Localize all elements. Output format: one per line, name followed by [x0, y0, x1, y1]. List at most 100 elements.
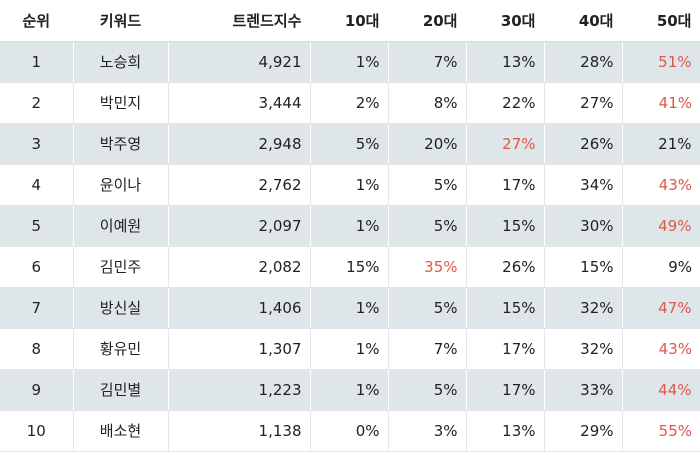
header-age-30s: 30대	[466, 0, 545, 42]
cell-keyword: 박민지	[73, 82, 169, 124]
cell-rank: 9	[0, 369, 74, 411]
cell-age-10s: 1%	[310, 41, 389, 83]
cell-age-50s: 49%	[622, 205, 700, 247]
cell-rank: 3	[0, 123, 74, 165]
cell-trend-index: 4,921	[168, 41, 311, 83]
cell-age-50s: 43%	[622, 164, 700, 206]
cell-age-40s: 33%	[544, 369, 623, 411]
table-row: 10 배소현 1,138 0% 3% 13% 29% 55%	[0, 410, 700, 452]
table-row: 6 김민주 2,082 15% 35% 26% 15% 9%	[0, 246, 700, 288]
cell-age-40s: 29%	[544, 410, 623, 452]
cell-age-50s: 9%	[622, 246, 700, 288]
cell-rank: 1	[0, 41, 74, 83]
cell-age-30s: 26%	[466, 246, 545, 288]
cell-age-10s: 1%	[310, 369, 389, 411]
cell-age-50s: 55%	[622, 410, 700, 452]
cell-keyword: 이예원	[73, 205, 169, 247]
cell-rank: 7	[0, 287, 74, 329]
cell-age-20s: 7%	[388, 328, 467, 370]
cell-trend-index: 3,444	[168, 82, 311, 124]
cell-age-30s: 15%	[466, 287, 545, 329]
cell-keyword: 윤이나	[73, 164, 169, 206]
table-row: 8 황유민 1,307 1% 7% 17% 32% 43%	[0, 328, 700, 370]
cell-trend-index: 1,406	[168, 287, 311, 329]
cell-keyword: 박주영	[73, 123, 169, 165]
cell-age-50s: 43%	[622, 328, 700, 370]
table-row: 5 이예원 2,097 1% 5% 15% 30% 49%	[0, 205, 700, 247]
header-age-10s: 10대	[310, 0, 389, 42]
cell-age-20s: 5%	[388, 205, 467, 247]
cell-trend-index: 1,138	[168, 410, 311, 452]
cell-age-40s: 15%	[544, 246, 623, 288]
cell-rank: 10	[0, 410, 74, 452]
header-keyword: 키워드	[73, 0, 169, 42]
cell-age-10s: 1%	[310, 287, 389, 329]
cell-age-10s: 1%	[310, 328, 389, 370]
cell-age-30s: 13%	[466, 41, 545, 83]
cell-age-40s: 30%	[544, 205, 623, 247]
cell-trend-index: 2,762	[168, 164, 311, 206]
cell-age-10s: 2%	[310, 82, 389, 124]
table-row: 9 김민별 1,223 1% 5% 17% 33% 44%	[0, 369, 700, 411]
cell-trend-index: 2,082	[168, 246, 311, 288]
cell-age-30s: 17%	[466, 328, 545, 370]
cell-rank: 6	[0, 246, 74, 288]
header-age-40s: 40대	[544, 0, 623, 42]
cell-age-20s: 3%	[388, 410, 467, 452]
cell-age-40s: 28%	[544, 41, 623, 83]
cell-keyword: 김민별	[73, 369, 169, 411]
cell-keyword: 황유민	[73, 328, 169, 370]
cell-age-50s: 51%	[622, 41, 700, 83]
header-trend-index: 트렌드지수	[168, 0, 311, 42]
cell-age-50s: 41%	[622, 82, 700, 124]
cell-keyword: 방신실	[73, 287, 169, 329]
cell-age-40s: 32%	[544, 328, 623, 370]
cell-keyword: 배소현	[73, 410, 169, 452]
cell-age-10s: 15%	[310, 246, 389, 288]
header-age-50s: 50대	[622, 0, 700, 42]
cell-age-40s: 32%	[544, 287, 623, 329]
cell-age-20s: 5%	[388, 164, 467, 206]
cell-keyword: 노승희	[73, 41, 169, 83]
table-body: 1 노승희 4,921 1% 7% 13% 28% 51% 2 박민지 3,444 2% 8% 22% 27…	[0, 41, 700, 452]
cell-age-50s: 21%	[622, 123, 700, 165]
cell-age-30s: 22%	[466, 82, 545, 124]
cell-age-10s: 1%	[310, 205, 389, 247]
cell-rank: 2	[0, 82, 74, 124]
header-rank: 순위	[0, 0, 74, 42]
cell-keyword: 김민주	[73, 246, 169, 288]
cell-age-40s: 34%	[544, 164, 623, 206]
table-row: 2 박민지 3,444 2% 8% 22% 27% 41%	[0, 82, 700, 124]
cell-rank: 8	[0, 328, 74, 370]
cell-trend-index: 1,223	[168, 369, 311, 411]
cell-trend-index: 1,307	[168, 328, 311, 370]
table-row: 7 방신실 1,406 1% 5% 15% 32% 47%	[0, 287, 700, 329]
table-header-row: 순위 키워드 트렌드지수 10대 20대 30대 40대 50대	[0, 0, 700, 42]
cell-age-20s: 7%	[388, 41, 467, 83]
cell-trend-index: 2,948	[168, 123, 311, 165]
table-row: 3 박주영 2,948 5% 20% 27% 26% 21%	[0, 123, 700, 165]
cell-age-20s: 20%	[388, 123, 467, 165]
cell-age-50s: 47%	[622, 287, 700, 329]
cell-age-10s: 0%	[310, 410, 389, 452]
cell-age-20s: 35%	[388, 246, 467, 288]
cell-age-20s: 5%	[388, 369, 467, 411]
cell-age-40s: 26%	[544, 123, 623, 165]
cell-age-10s: 5%	[310, 123, 389, 165]
table-row: 1 노승희 4,921 1% 7% 13% 28% 51%	[0, 41, 700, 83]
cell-rank: 5	[0, 205, 74, 247]
cell-age-30s: 15%	[466, 205, 545, 247]
table-row: 4 윤이나 2,762 1% 5% 17% 34% 43%	[0, 164, 700, 206]
cell-age-20s: 5%	[388, 287, 467, 329]
cell-age-10s: 1%	[310, 164, 389, 206]
cell-rank: 4	[0, 164, 74, 206]
cell-age-20s: 8%	[388, 82, 467, 124]
cell-age-50s: 44%	[622, 369, 700, 411]
cell-age-40s: 27%	[544, 82, 623, 124]
cell-age-30s: 17%	[466, 164, 545, 206]
cell-age-30s: 13%	[466, 410, 545, 452]
cell-age-30s: 17%	[466, 369, 545, 411]
cell-trend-index: 2,097	[168, 205, 311, 247]
cell-age-30s: 27%	[466, 123, 545, 165]
